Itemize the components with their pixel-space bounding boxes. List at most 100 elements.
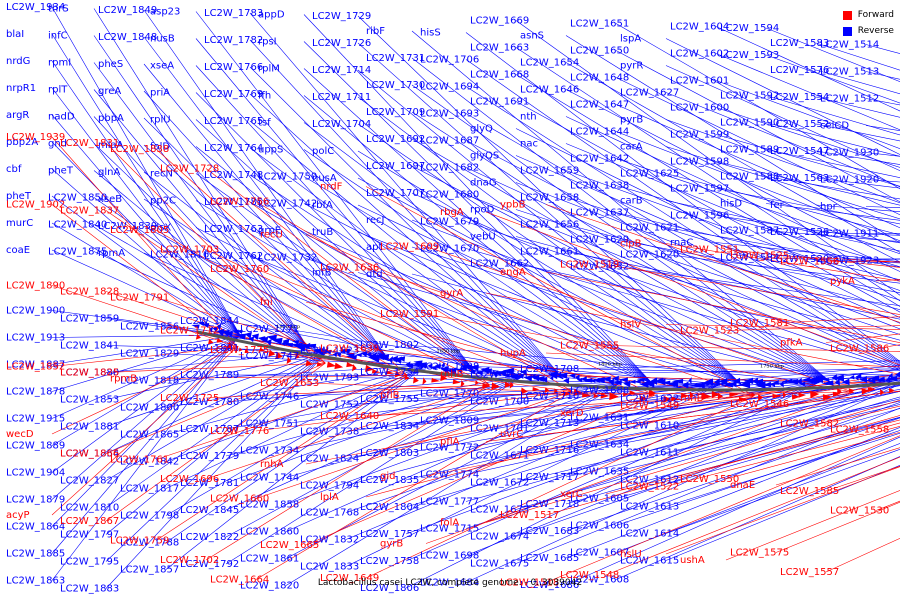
reverse-gene-arrow xyxy=(849,375,855,380)
reverse-gene-arrow xyxy=(894,371,900,378)
leader-line xyxy=(143,144,390,362)
reverse-gene-label: LC2W_1770 xyxy=(420,389,479,400)
reverse-gene-arrow xyxy=(636,378,645,383)
leader-line xyxy=(249,12,564,380)
leader-line xyxy=(765,230,900,242)
reverse-gene-label: rnaC xyxy=(670,238,693,249)
leader-line xyxy=(615,456,900,580)
leader-line xyxy=(305,394,656,465)
forward-gene-label: LC2W_1653 xyxy=(260,378,319,389)
reverse-gene-label: LC2W_1593 xyxy=(720,50,779,61)
reverse-gene-label: nth xyxy=(520,112,537,123)
reverse-gene-label: xseB xyxy=(98,194,122,205)
reverse-gene-arrow xyxy=(855,373,862,380)
reverse-gene-label: tsf xyxy=(258,118,271,129)
forward-gene-label: dnaE xyxy=(730,480,755,491)
reverse-gene-label: LC2W_1887 xyxy=(6,360,65,371)
reverse-gene-arrow xyxy=(324,349,332,355)
reverse-gene-label: LC2W_1627 xyxy=(620,88,679,99)
leader-line xyxy=(105,351,328,427)
leader-line xyxy=(765,176,900,200)
reverse-gene-label: LC2W_1859 xyxy=(60,314,119,325)
leader-line xyxy=(51,346,238,435)
leader-line xyxy=(515,209,900,335)
leader-line xyxy=(665,377,900,406)
forward-gene-arrow xyxy=(609,392,619,401)
forward-gene-arrow xyxy=(504,381,512,389)
reverse-gene-label: LC2W_1729 xyxy=(312,11,371,22)
leader-line xyxy=(165,365,426,489)
reverse-gene-label: LC2W_1731 xyxy=(366,53,425,64)
leader-line xyxy=(285,381,623,505)
leader-line xyxy=(411,30,831,382)
reverse-gene-arrow xyxy=(797,381,806,386)
reverse-gene-label: LC2W_1748 xyxy=(204,170,263,181)
leader-line xyxy=(195,200,475,372)
reverse-gene-arrow xyxy=(212,326,218,333)
reverse-gene-label: LC2W_1629 xyxy=(570,235,629,246)
reverse-gene-label: LC2W_1651 xyxy=(570,19,629,30)
scale-tick-label: 1850 kbp xyxy=(437,348,461,354)
reverse-gene-label: carB xyxy=(620,196,643,207)
forward-gene-label: LC2W_1549 xyxy=(620,401,679,412)
reverse-gene-label: LC2W_1863 xyxy=(6,576,65,587)
forward-gene-label: LC2W_1761 xyxy=(110,455,169,466)
reverse-gene-arrow xyxy=(196,321,205,327)
reverse-gene-label: LC2W_1915 xyxy=(6,414,65,425)
leader-line xyxy=(165,365,426,462)
reverse-gene-arrow xyxy=(576,377,583,383)
reverse-gene-arrow xyxy=(503,373,510,378)
leader-line xyxy=(285,381,623,586)
forward-gene-label: LC2W_1902 xyxy=(6,200,65,211)
forward-gene-label: LC2W_1756 xyxy=(210,197,269,208)
reverse-gene-label: nrpR1 xyxy=(6,83,36,94)
reverse-gene-arrow xyxy=(734,377,741,384)
leader-line xyxy=(775,447,900,486)
leader-line xyxy=(411,246,831,382)
reverse-gene-label: LC2W_1823 xyxy=(300,346,359,357)
gene-arrows xyxy=(191,321,900,403)
reverse-gene-arrow xyxy=(313,348,325,356)
reverse-gene-label: blaI xyxy=(6,29,24,40)
reverse-gene-label: LC2W_1697 xyxy=(366,161,425,172)
reverse-gene-arrow xyxy=(305,343,317,349)
reverse-gene-label: LC2W_1771 xyxy=(240,324,299,335)
leader-line xyxy=(725,431,900,480)
reverse-gene-label: LC2W_1583 xyxy=(770,38,829,49)
leader-line xyxy=(195,119,475,372)
reverse-gene-label: lspA xyxy=(620,34,641,45)
forward-gene-arrow xyxy=(810,390,820,399)
reverse-gene-label: glyQS xyxy=(470,151,499,162)
leader-line xyxy=(665,38,900,155)
leader-line xyxy=(425,391,854,396)
leader-line xyxy=(515,390,900,483)
reverse-gene-label: pyrB xyxy=(620,115,643,126)
reverse-gene-label: LC2W_1806 xyxy=(360,583,419,594)
leader-line xyxy=(249,147,564,380)
leader-line xyxy=(51,334,241,581)
reverse-gene-arrow xyxy=(614,379,622,386)
reverse-gene-arrow xyxy=(568,373,576,379)
reverse-gene-label: LC2W_1711 xyxy=(312,92,371,103)
leader-line xyxy=(615,266,900,307)
leader-line xyxy=(725,490,900,561)
forward-gene-arrow xyxy=(452,379,461,385)
reverse-gene-arrow xyxy=(291,340,300,345)
scale-tick-label: 1900 kbp xyxy=(276,324,300,330)
reverse-gene-label: LC2W_1904 xyxy=(6,468,65,479)
leader-line xyxy=(465,383,900,583)
reverse-gene-arrow xyxy=(244,331,252,339)
reverse-gene-label: fer xyxy=(770,200,785,211)
leader-line xyxy=(465,113,900,366)
reverse-gene-arrow xyxy=(581,376,587,383)
reverse-gene-label: LC2W_1824 xyxy=(300,454,359,465)
reverse-gene-label: rplM xyxy=(258,64,280,75)
reverse-gene-label: LC2W_1608 xyxy=(570,575,629,586)
forward-gene-arrow xyxy=(259,347,265,352)
leader-line xyxy=(865,152,900,157)
legend-item-reverse: Reverse xyxy=(842,23,894,39)
leader-line xyxy=(357,150,742,385)
reverse-gene-label: LC2W_1520 xyxy=(770,254,829,265)
leader-line xyxy=(565,408,900,505)
